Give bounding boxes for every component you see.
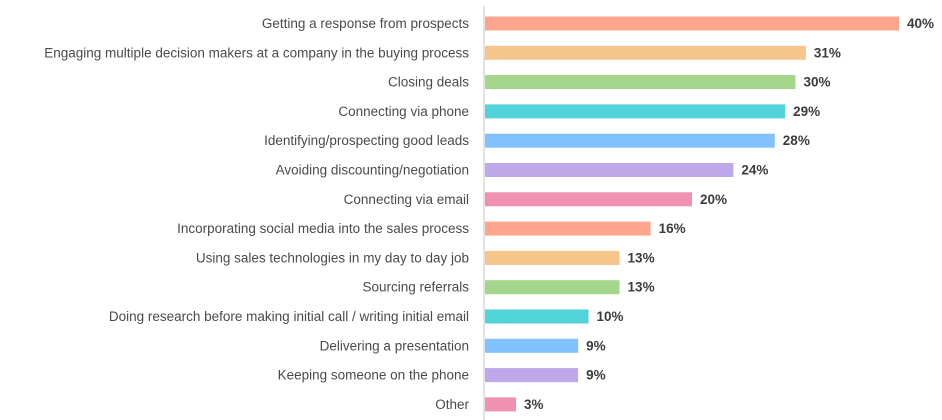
category-label: Doing research before making initial cal… — [109, 309, 469, 324]
value-label: 3% — [524, 397, 544, 412]
bar — [485, 250, 620, 265]
value-label: 16% — [659, 221, 686, 236]
value-label: 31% — [814, 45, 841, 60]
value-label: 30% — [804, 75, 831, 90]
category-label: Engaging multiple decision makers at a c… — [44, 45, 469, 60]
value-label: 24% — [741, 163, 768, 178]
value-label: 13% — [628, 250, 655, 265]
bar — [485, 309, 589, 324]
category-label: Getting a response from prospects — [262, 16, 469, 31]
value-labels: 40% 31% 30% 29% 28% 24% 20% 16% 13% 13% 10% 9% 9% 3% — [524, 16, 934, 412]
value-label: 9% — [586, 368, 606, 383]
bar — [485, 192, 692, 207]
category-label: Connecting via email — [344, 192, 469, 207]
bar — [485, 133, 775, 148]
bars — [485, 16, 899, 412]
category-label: Keeping someone on the phone — [278, 368, 469, 383]
bar — [485, 163, 734, 177]
bar — [485, 280, 620, 295]
category-label: Closing deals — [388, 75, 469, 90]
category-label: Identifying/prospecting good leads — [264, 133, 469, 148]
category-label: Sourcing referrals — [362, 280, 469, 295]
bar — [485, 45, 806, 60]
category-label: Connecting via phone — [338, 104, 469, 119]
value-label: 9% — [586, 338, 606, 353]
value-label: 40% — [907, 16, 934, 31]
value-label: 10% — [597, 309, 624, 324]
category-label: Using sales technologies in my day to da… — [196, 250, 469, 265]
bar — [485, 75, 796, 90]
category-label: Other — [435, 397, 469, 412]
bar — [485, 338, 579, 353]
value-label: 28% — [783, 133, 810, 148]
category-label: Avoiding discounting/negotiation — [276, 163, 469, 178]
value-label: 29% — [793, 104, 820, 119]
category-labels: Getting a response from prospects Engagin… — [44, 16, 469, 412]
bar — [485, 221, 651, 236]
bar — [485, 397, 517, 412]
bar — [485, 104, 786, 119]
category-label: Incorporating social media into the sale… — [177, 221, 469, 236]
bar — [485, 16, 899, 31]
bar — [485, 368, 579, 383]
value-label: 13% — [628, 280, 655, 295]
value-label: 20% — [700, 192, 727, 207]
category-label: Delivering a presentation — [320, 338, 469, 353]
